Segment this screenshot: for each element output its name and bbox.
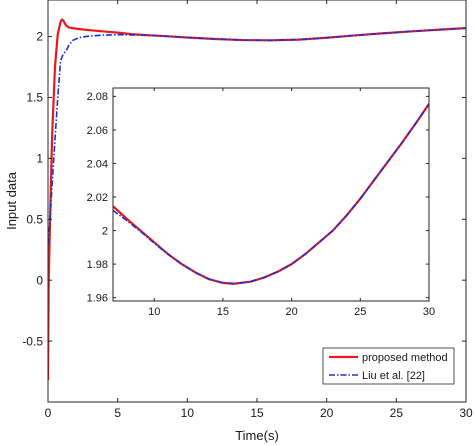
inset-x-tick-label: 20 <box>285 306 297 318</box>
legend-label-proposed: proposed method <box>362 352 448 364</box>
legend-box <box>322 347 455 385</box>
inset-plot-frame <box>112 87 430 302</box>
inset-axes: 10 15 20 25 30 1.96 1.98 2 2.02 2.04 2.06 2.08 <box>87 87 435 318</box>
inset-y-tick-label: 2.04 <box>87 158 108 170</box>
inset-series-group <box>113 103 429 285</box>
inset-y-tick-label: 1.98 <box>87 259 108 271</box>
main-x-tick-label: 5 <box>114 406 121 420</box>
main-series-line-1 <box>48 27 466 244</box>
inset-y-tick-label: 2.02 <box>87 192 108 204</box>
main-x-tick-label: 30 <box>459 406 473 420</box>
main-y-tick-label: 0.5 <box>26 212 43 226</box>
inset-x-tick-label: 15 <box>217 306 229 318</box>
inset-x-tick-label: 30 <box>423 306 435 318</box>
main-x-tick-label: 0 <box>45 406 52 420</box>
legend: proposed method Liu et al. [22] <box>322 347 455 385</box>
main-x-tick-label: 20 <box>320 406 334 420</box>
main-ticks: 0 5 10 15 20 25 30 -0.5 0 0.5 1 1.5 2 <box>22 0 473 420</box>
main-y-tick-label: 0 <box>36 273 43 287</box>
main-y-axis-label: Input data <box>4 171 19 230</box>
inset-x-tick-label: 25 <box>354 306 366 318</box>
main-x-tick-label: 25 <box>390 406 404 420</box>
main-x-tick-label: 10 <box>181 406 195 420</box>
main-x-axis-label: Time(s) <box>235 428 279 443</box>
main-x-tick-label: 15 <box>250 406 264 420</box>
main-y-tick-label: 2 <box>36 30 43 44</box>
inset-series-line-1 <box>113 103 429 285</box>
inset-x-tick-label: 10 <box>148 306 160 318</box>
inset-y-tick-label: 2 <box>102 225 108 237</box>
main-y-tick-label: 1.5 <box>26 91 43 105</box>
main-y-tick-label: 1 <box>36 152 43 166</box>
main-plot-frame <box>47 0 467 403</box>
inset-plot-frame <box>112 87 430 302</box>
main-y-tick-label: -0.5 <box>22 334 43 348</box>
inset-y-tick-label: 2.08 <box>87 91 108 103</box>
main-series-group <box>48 18 466 381</box>
inset-ticks: 10 15 20 25 30 1.96 1.98 2 2.02 2.04 2.06 2.08 <box>87 88 435 318</box>
legend-label-liu: Liu et al. [22] <box>362 370 425 382</box>
inset-y-tick-label: 1.96 <box>87 292 108 304</box>
inset-y-tick-label: 2.06 <box>87 125 108 137</box>
